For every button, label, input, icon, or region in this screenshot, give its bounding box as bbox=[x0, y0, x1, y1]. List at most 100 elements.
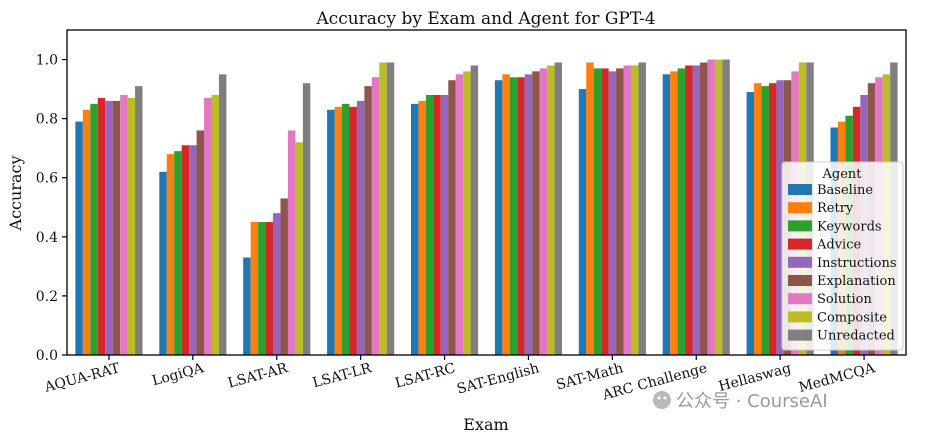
bar-explanation-lsat-lr bbox=[364, 86, 372, 355]
chart-title: Accuracy by Exam and Agent for GPT-4 bbox=[315, 9, 655, 29]
legend-label-keywords: Keywords bbox=[817, 219, 882, 234]
bar-instructions-arc-challenge bbox=[692, 65, 700, 355]
x-tick-label: SAT-English bbox=[455, 360, 541, 397]
bar-advice-logiqa bbox=[181, 145, 190, 355]
bar-advice-hellaswag bbox=[768, 83, 777, 356]
bar-instructions-sat-english bbox=[524, 74, 533, 355]
legend-swatch-explanation bbox=[788, 275, 812, 286]
bar-retry-sat-math bbox=[586, 62, 594, 355]
x-tick-label: LSAT-LR bbox=[311, 360, 374, 391]
bar-retry-sat-english bbox=[502, 74, 510, 355]
bar-baseline-lsat-rc bbox=[410, 103, 419, 355]
bar-retry-lsat-lr bbox=[334, 106, 343, 355]
y-tick-label: 0.2 bbox=[36, 289, 58, 305]
bar-instructions-sat-math bbox=[608, 71, 617, 356]
bar-solution-logiqa bbox=[204, 97, 212, 355]
bar-baseline-sat-english bbox=[494, 80, 503, 355]
bar-keywords-logiqa bbox=[174, 151, 182, 355]
bar-advice-lsat-rc bbox=[433, 95, 441, 355]
legend-swatch-advice bbox=[788, 238, 812, 250]
legend-swatch-retry bbox=[788, 202, 812, 214]
bar-retry-lsat-ar bbox=[250, 222, 259, 355]
bar-advice-sat-english bbox=[517, 77, 525, 356]
y-tick-label: 1.0 bbox=[36, 53, 58, 69]
bar-explanation-lsat-rc bbox=[448, 80, 456, 355]
bar-instructions-logiqa bbox=[189, 145, 197, 355]
legend-swatch-unredacted bbox=[788, 329, 812, 341]
bar-advice-sat-math bbox=[601, 68, 609, 355]
bar-keywords-aqua-rat bbox=[90, 103, 98, 355]
legend-label-explanation: Explanation bbox=[817, 274, 896, 289]
legend-label-instructions: Instructions bbox=[817, 256, 897, 271]
legend-swatch-solution bbox=[788, 293, 812, 305]
bar-solution-lsat-rc bbox=[455, 74, 464, 355]
x-tick-label: LSAT-RC bbox=[393, 360, 457, 391]
legend-swatch-composite bbox=[788, 311, 812, 323]
bar-baseline-lsat-ar bbox=[243, 257, 251, 355]
x-tick-label: Hellaswag bbox=[717, 360, 793, 395]
bar-composite-lsat-lr bbox=[379, 62, 387, 355]
legend-label-retry: Retry bbox=[817, 201, 854, 216]
bar-unredacted-lsat-rc bbox=[470, 65, 479, 355]
bar-keywords-lsat-lr bbox=[342, 103, 350, 355]
bar-explanation-logiqa bbox=[196, 130, 205, 355]
legend-label-composite: Composite bbox=[817, 310, 887, 325]
bar-unredacted-arc-challenge bbox=[722, 59, 730, 356]
bar-unredacted-lsat-ar bbox=[302, 83, 311, 356]
wechat-icon-eye bbox=[663, 396, 667, 400]
bar-composite-logiqa bbox=[211, 95, 219, 355]
bar-advice-lsat-ar bbox=[265, 222, 274, 355]
legend-box bbox=[781, 161, 904, 351]
bar-solution-arc-challenge bbox=[707, 59, 715, 356]
bar-composite-sat-english bbox=[547, 65, 555, 355]
bar-baseline-lsat-lr bbox=[327, 109, 335, 356]
x-tick-label: AQUA-RAT bbox=[42, 360, 122, 396]
bar-baseline-hellaswag bbox=[746, 92, 755, 356]
bar-composite-lsat-ar bbox=[295, 142, 303, 355]
y-tick-label: 0.8 bbox=[36, 112, 58, 128]
x-tick-label: LogiQA bbox=[150, 360, 206, 389]
legend-label-solution: Solution bbox=[817, 292, 872, 307]
bar-retry-logiqa bbox=[166, 154, 175, 355]
bar-composite-arc-challenge bbox=[714, 59, 723, 356]
watermark: 公众号 · CourseAI bbox=[653, 391, 828, 412]
bar-retry-aqua-rat bbox=[82, 109, 91, 356]
bar-keywords-lsat-ar bbox=[258, 222, 266, 355]
bar-advice-lsat-lr bbox=[349, 106, 357, 355]
legend-swatch-instructions bbox=[788, 256, 812, 268]
y-axis-label: Accuracy bbox=[6, 156, 25, 232]
bar-advice-aqua-rat bbox=[97, 97, 106, 355]
legend-title: Agent bbox=[822, 167, 863, 182]
legend-items: Baseline Retry Keywords Advice Instructions E… bbox=[788, 183, 897, 344]
bar-retry-arc-challenge bbox=[670, 71, 678, 356]
bar-instructions-lsat-ar bbox=[273, 213, 281, 355]
bar-unredacted-lsat-lr bbox=[386, 62, 395, 355]
legend-label-baseline: Baseline bbox=[817, 183, 873, 198]
legend: Agent Baseline Retry Keywords Advice Instruc… bbox=[781, 161, 904, 351]
bar-explanation-aqua-rat bbox=[112, 100, 121, 355]
legend-label-advice: Advice bbox=[816, 238, 861, 253]
bar-explanation-sat-english bbox=[532, 71, 540, 356]
bar-explanation-sat-math bbox=[616, 68, 624, 355]
bar-instructions-lsat-rc bbox=[440, 95, 449, 355]
watermark-text: 公众号 · CourseAI bbox=[676, 391, 828, 412]
bar-solution-sat-math bbox=[623, 65, 631, 355]
bar-solution-sat-english bbox=[539, 68, 548, 355]
bar-keywords-lsat-rc bbox=[425, 95, 434, 355]
bar-keywords-sat-english bbox=[509, 77, 518, 356]
wechat-icon bbox=[653, 391, 671, 409]
bar-retry-hellaswag bbox=[754, 83, 762, 356]
bar-solution-lsat-ar bbox=[287, 130, 296, 355]
bar-unredacted-sat-math bbox=[638, 62, 646, 355]
bar-baseline-sat-math bbox=[578, 89, 587, 355]
bar-instructions-lsat-lr bbox=[356, 100, 365, 355]
bar-unredacted-aqua-rat bbox=[135, 86, 143, 355]
bar-instructions-hellaswag bbox=[776, 80, 784, 355]
bar-retry-lsat-rc bbox=[418, 100, 426, 355]
bar-explanation-arc-challenge bbox=[699, 62, 708, 355]
bar-instructions-aqua-rat bbox=[105, 100, 113, 355]
x-axis-label: Exam bbox=[463, 415, 508, 434]
bar-keywords-hellaswag bbox=[761, 86, 769, 355]
